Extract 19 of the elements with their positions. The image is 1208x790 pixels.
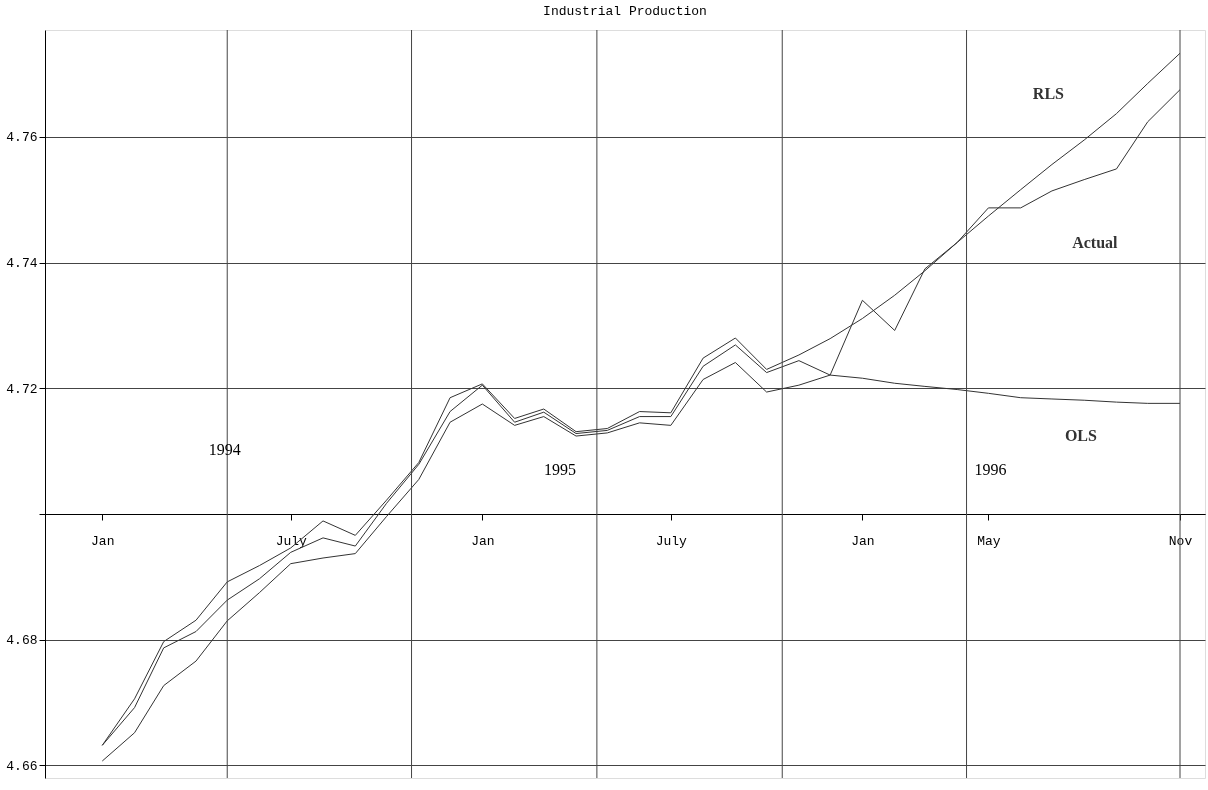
x-tick-label: May (977, 533, 1001, 549)
y-tick-label: 4.76 (6, 130, 38, 146)
y-tick-label: 4.68 (6, 633, 38, 649)
x-tick-label: Jan (91, 533, 115, 549)
chart-title: Industrial Production (543, 3, 707, 19)
annotation: 1996 (974, 460, 1007, 478)
x-tick-label: Nov (1168, 533, 1193, 549)
annotation: 1994 (208, 441, 241, 459)
y-tick-label: 4.72 (6, 381, 38, 397)
y-tick-label: 4.74 (6, 256, 38, 272)
text: Actual (1072, 234, 1119, 252)
annotation: 1995 (544, 460, 577, 478)
x-tick-label: July (655, 533, 688, 549)
x-tick-label: July (275, 533, 308, 549)
text: RLS (1032, 84, 1065, 102)
y-tick-label: 4.66 (6, 758, 38, 774)
x-tick-label: Jan (851, 533, 875, 549)
x-tick-label: Jan (471, 533, 495, 549)
series-label: OLS (1064, 427, 1097, 445)
